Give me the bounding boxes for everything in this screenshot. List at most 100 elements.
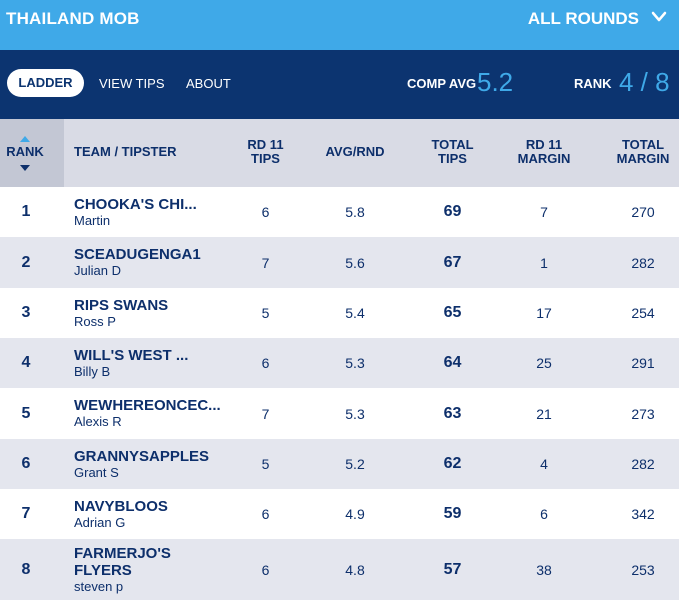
row-rank: 4 [21,354,31,371]
table-row[interactable]: 1 CHOOKA'S CHI... Martin 6 5.8 69 7 270 [0,187,679,237]
header-rd-margin[interactable]: RD 11 MARGIN [515,138,573,166]
row-total-tips: 69 [443,203,462,220]
chevron-down-icon[interactable] [651,10,667,24]
header-total-tips-line2: TIPS [438,151,467,166]
top-bar: THAILAND MOB ALL ROUNDS [0,0,679,50]
header-total-margin[interactable]: TOTAL MARGIN [612,138,674,166]
row-rd-margin: 1 [540,255,548,271]
row-rank: 3 [21,304,31,321]
team-name[interactable]: RIPS SWANS [74,297,169,314]
header-rd-tips[interactable]: RD 11 TIPS [238,138,293,166]
row-team[interactable]: GRANNYSAPPLES Grant S [74,448,209,481]
team-name[interactable]: FARMERJO'S [74,545,171,562]
header-total-margin-line2: MARGIN [616,151,670,166]
row-total-margin: 270 [631,204,655,220]
rounds-selector[interactable]: ALL ROUNDS [527,9,639,28]
row-rd-margin: 38 [536,562,552,578]
row-avg: 5.8 [345,204,365,220]
header-team-tipster[interactable]: TEAM / TIPSTER [74,144,177,159]
tipster-name: Ross P [74,314,116,329]
tipster-name: Grant S [74,465,119,480]
row-team[interactable]: FARMERJO'S FLYERS steven p [74,545,171,595]
row-rd-margin: 4 [540,456,548,472]
team-name[interactable]: CHOOKA'S CHI... [74,196,197,213]
row-team[interactable]: NAVYBLOOS Adrian G [74,498,168,531]
row-avg: 4.8 [345,562,365,578]
table-row[interactable]: 8 FARMERJO'S FLYERS steven p 6 4.8 57 38… [0,539,679,600]
tab-ladder[interactable]: LADDER [7,69,84,97]
row-avg: 4.9 [345,506,365,522]
row-rd-margin: 25 [536,355,552,371]
row-rd-tips: 6 [261,204,270,220]
team-name[interactable]: SCEADUGENGA1 [74,246,201,263]
competition-title: THAILAND MOB [6,9,140,28]
team-name[interactable]: NAVYBLOOS [74,498,168,515]
comp-avg-label: COMP AVG [407,76,477,91]
header-rd-tips-line2: TIPS [251,151,280,166]
row-rank: 6 [21,455,31,472]
row-total-margin: 342 [631,506,655,522]
comp-avg-value: 5.2 [477,67,514,97]
tipster-name: Billy B [74,364,111,379]
team-name-line2[interactable]: FLYERS [74,562,132,579]
tipster-name: Alexis R [74,414,122,429]
header-rank: RANK [6,144,44,159]
row-rd-tips: 5 [261,456,270,472]
row-total-margin: 253 [631,562,655,578]
rank-column-header[interactable]: RANK [0,119,64,187]
row-team[interactable]: WEWHEREONCEC... Alexis R [74,397,221,430]
tipster-name: steven p [74,579,124,594]
table-row[interactable]: 3 RIPS SWANS Ross P 5 5.4 65 17 254 [0,288,679,338]
tab-about[interactable]: ABOUT [186,76,231,91]
table-header: RANK TEAM / TIPSTER RD 11 TIPS AVG/RND T… [0,119,679,187]
row-avg: 5.6 [345,255,365,271]
row-total-tips: 57 [443,561,462,578]
table-row[interactable]: 6 GRANNYSAPPLES Grant S 5 5.2 62 4 282 [0,439,679,489]
row-rank: 2 [21,254,31,271]
table-row[interactable]: 2 SCEADUGENGA1 Julian D 7 5.6 67 1 282 [0,237,679,288]
table-row[interactable]: 5 WEWHEREONCEC... Alexis R 7 5.3 63 21 2… [0,388,679,439]
header-rd-tips-line1: RD 11 [247,137,284,152]
row-rd-tips: 5 [261,305,270,321]
rank-label: RANK [574,76,612,91]
header-total-tips[interactable]: TOTAL TIPS [425,138,480,166]
table-row[interactable]: 7 NAVYBLOOS Adrian G 6 4.9 59 6 342 [0,489,679,539]
header-total-margin-line1: TOTAL [621,137,665,152]
row-rd-tips: 6 [261,355,270,371]
row-rank: 8 [21,561,31,578]
sort-up-icon[interactable] [20,136,30,142]
team-name[interactable]: WILL'S WEST ... [74,347,189,364]
team-name[interactable]: GRANNYSAPPLES [74,448,210,465]
row-rd-margin: 7 [540,204,548,220]
row-team[interactable]: RIPS SWANS Ross P [74,297,168,330]
row-rd-tips: 7 [261,406,270,422]
header-rd-margin-line1: RD 11 [525,137,563,152]
row-avg: 5.2 [345,456,365,472]
row-rd-tips: 6 [261,562,270,578]
row-total-margin: 254 [631,305,655,321]
row-team[interactable]: WILL'S WEST ... Billy B [74,347,188,380]
row-rank: 5 [21,405,31,422]
tab-view-tips[interactable]: VIEW TIPS [99,76,165,91]
header-total-tips-line1: TOTAL [431,137,474,152]
header-avg-rnd[interactable]: AVG/RND [325,144,385,159]
row-rd-margin: 17 [536,305,552,321]
row-rd-tips: 6 [261,506,270,522]
row-total-tips: 65 [443,304,462,321]
row-team[interactable]: SCEADUGENGA1 Julian D [74,246,201,279]
row-rd-margin: 6 [540,506,548,522]
row-total-tips: 67 [443,254,462,271]
row-team[interactable]: CHOOKA'S CHI... Martin [74,196,197,229]
row-total-margin: 282 [631,255,655,271]
row-rank: 7 [21,505,31,522]
row-avg: 5.4 [345,305,365,321]
nav-bar: LADDER VIEW TIPS ABOUT COMP AVG 5.2 RANK… [0,50,679,119]
tipster-name: Adrian G [74,515,126,530]
table-row[interactable]: 4 WILL'S WEST ... Billy B 6 5.3 64 25 29… [0,338,679,388]
row-total-margin: 282 [631,456,655,472]
row-total-margin: 291 [631,355,655,371]
team-name[interactable]: WEWHEREONCEC... [74,397,221,414]
sort-down-icon[interactable] [20,165,30,171]
tipster-name: Martin [74,213,111,228]
row-rd-tips: 7 [261,255,270,271]
